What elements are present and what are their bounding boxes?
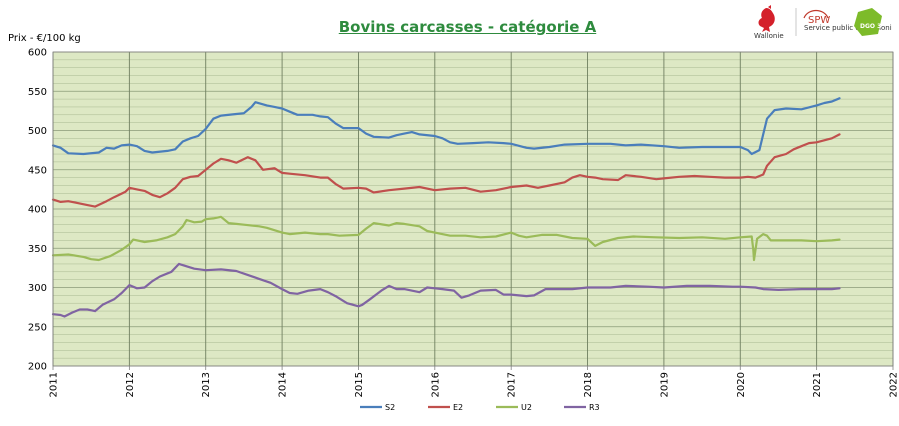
series-line-s2	[51, 97, 841, 156]
x-tick-label: 2016	[430, 372, 441, 397]
plot-border	[52, 51, 894, 367]
dgo3-logo: DGO 3	[854, 8, 882, 36]
x-tick-label: 2022	[889, 372, 899, 397]
x-tick-label: 2014	[278, 372, 289, 397]
legend-label-e2: E2	[453, 403, 463, 412]
x-tick-label: 2011	[49, 372, 60, 397]
spw-logo: SPW Service public de Wallonie	[803, 9, 892, 32]
y-axis-label: Prix - €/100 kg	[8, 33, 81, 44]
series-line-e2	[51, 133, 841, 208]
x-tick-label: 2013	[201, 372, 212, 397]
x-tick-label: 2012	[125, 372, 136, 397]
y-tick-label: 300	[28, 283, 47, 294]
dgo3-logo-text: DGO 3	[860, 23, 881, 30]
x-tick-label: 2015	[354, 372, 365, 397]
y-tick-label: 500	[28, 126, 47, 137]
y-tick-label: 250	[28, 322, 47, 333]
spw-logo-subtext: Service public de Wallonie	[804, 24, 892, 32]
chart-title: Bovins carcasses - catégorie A	[338, 18, 597, 36]
legend-label-s2: S2	[385, 403, 395, 412]
series-line-u2	[51, 215, 841, 262]
x-tick-label: 2018	[583, 372, 594, 397]
y-tick-label: 350	[28, 244, 47, 255]
y-tick-label: 450	[28, 165, 47, 176]
x-tick-label: 2019	[659, 372, 670, 397]
y-tick-label: 600	[28, 48, 47, 59]
legend: S2 E2 U2 R3	[360, 403, 600, 412]
wallonie-rooster-logo: Wallonie	[754, 5, 784, 40]
legend-label-r3: R3	[589, 403, 600, 412]
y-axis-ticks: 200 250 300 350 400 450 500 550 600	[28, 48, 47, 373]
wallonie-logo-text: Wallonie	[754, 32, 784, 40]
spw-logo-text: SPW	[808, 15, 830, 26]
x-tick-label: 2021	[812, 372, 823, 397]
x-tick-label: 2020	[736, 372, 747, 397]
header-logos: Wallonie SPW Service public de Wallonie …	[754, 5, 892, 40]
series-lines	[51, 97, 841, 318]
y-tick-label: 200	[28, 362, 47, 373]
series-line-r3	[51, 262, 841, 318]
legend-label-u2: U2	[521, 403, 532, 412]
x-tick-label: 2017	[507, 372, 518, 397]
x-axis-ticks: 2011 2012 2013 2014 2015 2016 2017 2018 2019 2020…	[49, 366, 899, 397]
y-tick-label: 550	[28, 87, 47, 98]
y-tick-label: 400	[28, 205, 47, 216]
